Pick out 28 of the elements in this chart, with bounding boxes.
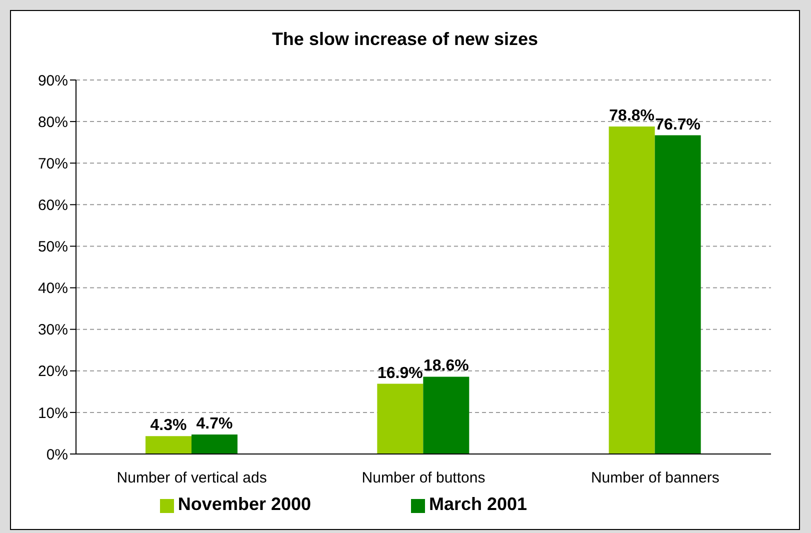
data-label: 76.7%: [655, 116, 701, 134]
bar: [377, 384, 424, 454]
y-tick-label: 40%: [38, 280, 68, 298]
y-tick-label: 70%: [38, 155, 68, 172]
data-label: 16.9%: [377, 364, 423, 382]
bar: [654, 135, 701, 454]
x-tick-label: Number of buttons: [362, 470, 486, 487]
y-tick-label: 80%: [38, 114, 68, 131]
x-tick-label: Number of banners: [590, 470, 720, 487]
legend-label: November 2000: [178, 494, 311, 514]
bar: [423, 376, 470, 454]
chart-title: The slow increase of new sizes: [270, 29, 540, 50]
y-tick-label: 60%: [38, 196, 68, 214]
y-tick-label: 30%: [38, 322, 68, 339]
bar: [146, 436, 192, 454]
y-tick-label: 90%: [38, 72, 68, 90]
x-tick-label: Number of vertical ads: [116, 470, 267, 487]
data-label: 18.6%: [423, 358, 469, 375]
bar: [192, 434, 238, 454]
y-tick-label: 0%: [46, 446, 68, 464]
y-tick-label: 20%: [38, 363, 68, 380]
bar: [608, 126, 655, 454]
y-tick-label: 50%: [38, 238, 68, 256]
y-tick-label: 10%: [38, 404, 68, 422]
data-label: 4.7%: [196, 415, 233, 432]
data-label: 4.3%: [150, 417, 187, 434]
data-label: 78.8%: [609, 108, 655, 125]
legend-label: March 2001: [429, 494, 528, 514]
